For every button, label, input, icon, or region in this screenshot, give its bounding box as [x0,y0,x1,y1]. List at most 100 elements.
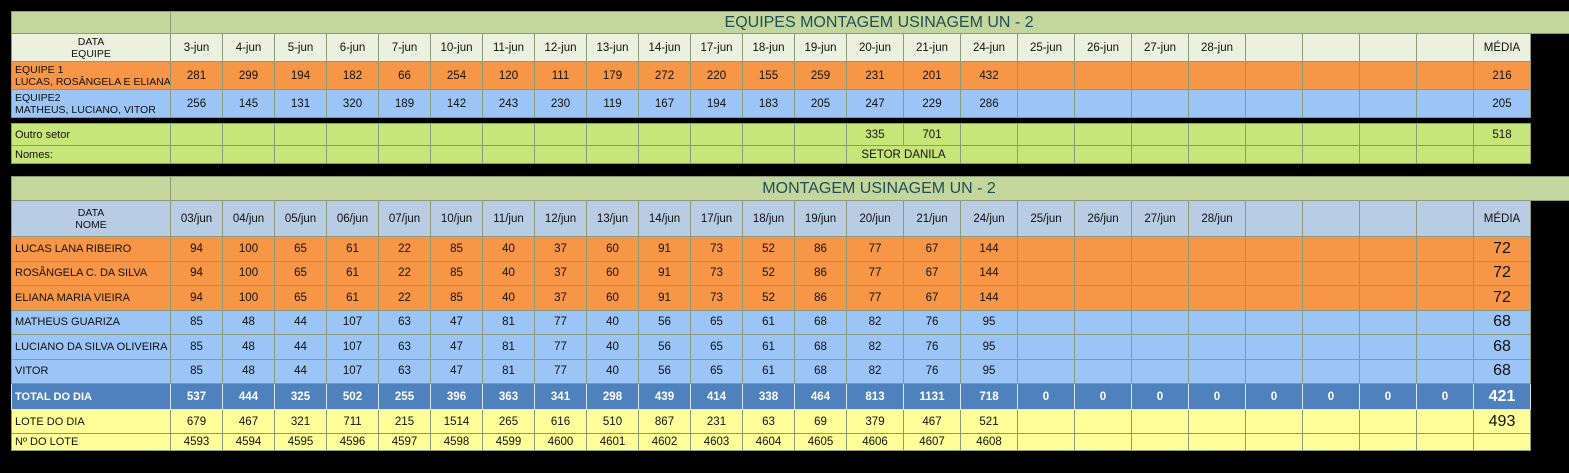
person-value[interactable]: 82 [846,358,904,384]
date-header[interactable]: 7-jun [378,33,431,62]
person-value[interactable] [1359,236,1417,262]
team-value[interactable]: 243 [482,89,535,118]
date-header[interactable] [1359,200,1417,237]
person-value[interactable] [1188,260,1246,286]
date-header[interactable]: 26/jun [1074,200,1132,237]
person-value[interactable]: 100 [222,285,275,311]
person-value[interactable]: 82 [846,334,904,360]
person-value[interactable]: 60 [586,285,639,311]
person-value[interactable]: 56 [638,358,691,384]
team-value[interactable] [1074,89,1132,118]
team-value[interactable]: 281 [170,61,223,90]
person-value[interactable]: 144 [960,260,1018,286]
lote-value[interactable] [1302,409,1360,434]
date-header[interactable]: 28-jun [1188,33,1246,62]
person-value[interactable]: 81 [482,358,535,384]
person-value[interactable]: 68 [794,334,847,360]
names-empty[interactable] [1131,145,1189,164]
person-value[interactable]: 95 [960,334,1018,360]
team-value[interactable]: 111 [534,61,587,90]
person-value[interactable] [1074,309,1132,335]
team-value[interactable]: 194 [690,89,743,118]
lote-avg[interactable]: 493 [1473,409,1531,434]
avg-header[interactable]: MÉDIA [1473,200,1531,237]
names-empty[interactable] [1302,145,1360,164]
person-value[interactable] [1017,334,1075,360]
date-header[interactable]: 18/jun [742,200,795,237]
person-value[interactable]: 77 [534,358,587,384]
nlote-value[interactable]: 4603 [690,433,743,451]
team-value[interactable]: 179 [586,61,639,90]
total-label[interactable]: TOTAL DO DIA [11,383,171,410]
other-value[interactable]: 701 [903,123,961,146]
nlote-value[interactable]: 4602 [638,433,691,451]
other-value[interactable] [222,123,275,146]
person-value[interactable]: 107 [326,334,379,360]
team-value[interactable]: 259 [794,61,847,90]
person-value[interactable]: 86 [794,236,847,262]
names-label[interactable]: Nomes: [11,145,171,164]
date-header[interactable]: 12-jun [534,33,587,62]
team-avg[interactable]: 205 [1473,89,1531,118]
person-value[interactable] [1302,358,1360,384]
team-value[interactable] [1359,61,1417,90]
person-value[interactable]: 60 [586,236,639,262]
names-empty[interactable] [430,145,483,164]
names-empty[interactable] [1416,145,1474,164]
nlote-value[interactable] [1245,433,1303,451]
lote-value[interactable]: 69 [794,409,847,434]
other-value[interactable]: 335 [846,123,904,146]
lote-value[interactable]: 679 [170,409,223,434]
person-value[interactable] [1302,285,1360,311]
person-value[interactable]: 76 [903,309,961,335]
date-header[interactable]: 21/jun [903,200,961,237]
nlote-value[interactable] [1416,433,1474,451]
person-value[interactable]: 81 [482,334,535,360]
person-value[interactable]: 65 [690,309,743,335]
person-value[interactable] [1245,260,1303,286]
person-value[interactable]: 85 [170,334,223,360]
person-value[interactable]: 144 [960,285,1018,311]
other-value[interactable] [170,123,223,146]
date-header[interactable]: 05/jun [274,200,327,237]
person-value[interactable] [1017,236,1075,262]
names-empty[interactable] [1188,145,1246,164]
date-header[interactable] [1359,33,1417,62]
person-value[interactable] [1188,309,1246,335]
person-value[interactable]: 47 [430,358,483,384]
lote-value[interactable]: 867 [638,409,691,434]
lote-value[interactable] [1131,409,1189,434]
total-value[interactable]: 0 [1074,383,1132,410]
person-value[interactable]: 47 [430,334,483,360]
team-value[interactable] [1302,61,1360,90]
team-value[interactable]: 229 [903,89,961,118]
date-header[interactable]: 19/jun [794,200,847,237]
date-header[interactable] [1302,200,1360,237]
person-value[interactable] [1416,334,1474,360]
lote-value[interactable]: 467 [903,409,961,434]
nlote-value[interactable] [1359,433,1417,451]
team-value[interactable]: 182 [326,61,379,90]
person-value[interactable] [1017,309,1075,335]
person-value[interactable] [1188,285,1246,311]
other-value[interactable] [274,123,327,146]
lote-value[interactable]: 521 [960,409,1018,434]
person-value[interactable] [1131,334,1189,360]
person-value[interactable]: 77 [846,236,904,262]
lote-value[interactable]: 63 [742,409,795,434]
total-value[interactable]: 813 [846,383,904,410]
names-empty[interactable] [534,145,587,164]
person-value[interactable] [1074,358,1132,384]
total-value[interactable]: 0 [1017,383,1075,410]
nlote-value[interactable]: 4593 [170,433,223,451]
person-value[interactable]: 40 [482,260,535,286]
person-value[interactable]: 48 [222,334,275,360]
person-value[interactable]: 47 [430,309,483,335]
person-avg[interactable]: 72 [1473,260,1531,286]
date-header[interactable]: 5-jun [274,33,327,62]
lote-value[interactable] [1188,409,1246,434]
other-value[interactable] [482,123,535,146]
total-value[interactable]: 0 [1416,383,1474,410]
person-value[interactable]: 76 [903,334,961,360]
person-value[interactable]: 40 [586,358,639,384]
